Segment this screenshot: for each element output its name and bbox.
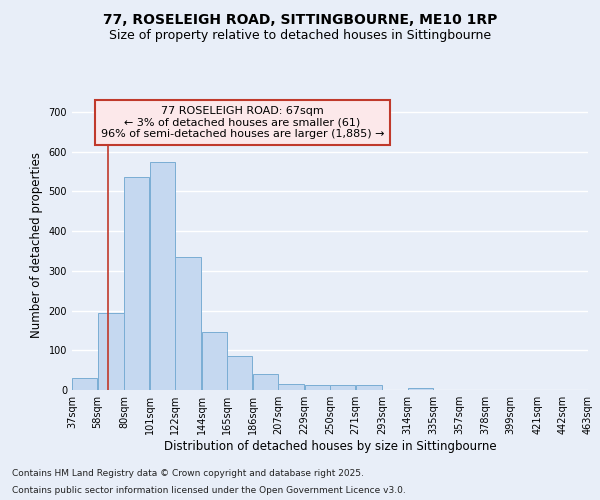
Bar [124,178,149,390]
Bar [175,257,202,390]
Bar [305,385,330,390]
Bar [278,384,304,390]
Bar [253,374,278,390]
Bar [98,314,124,390]
Bar [149,162,175,390]
X-axis label: Distribution of detached houses by size in Sittingbourne: Distribution of detached houses by size … [164,440,496,453]
Bar [72,378,97,390]
Bar [407,388,433,390]
Text: 77, ROSELEIGH ROAD, SITTINGBOURNE, ME10 1RP: 77, ROSELEIGH ROAD, SITTINGBOURNE, ME10 … [103,14,497,28]
Text: Contains public sector information licensed under the Open Government Licence v3: Contains public sector information licen… [12,486,406,495]
Bar [330,385,355,390]
Text: 77 ROSELEIGH ROAD: 67sqm
← 3% of detached houses are smaller (61)
96% of semi-de: 77 ROSELEIGH ROAD: 67sqm ← 3% of detache… [101,106,384,139]
Y-axis label: Number of detached properties: Number of detached properties [30,152,43,338]
Bar [356,385,382,390]
Text: Size of property relative to detached houses in Sittingbourne: Size of property relative to detached ho… [109,30,491,43]
Bar [227,356,253,390]
Text: Contains HM Land Registry data © Crown copyright and database right 2025.: Contains HM Land Registry data © Crown c… [12,468,364,477]
Bar [202,332,227,390]
